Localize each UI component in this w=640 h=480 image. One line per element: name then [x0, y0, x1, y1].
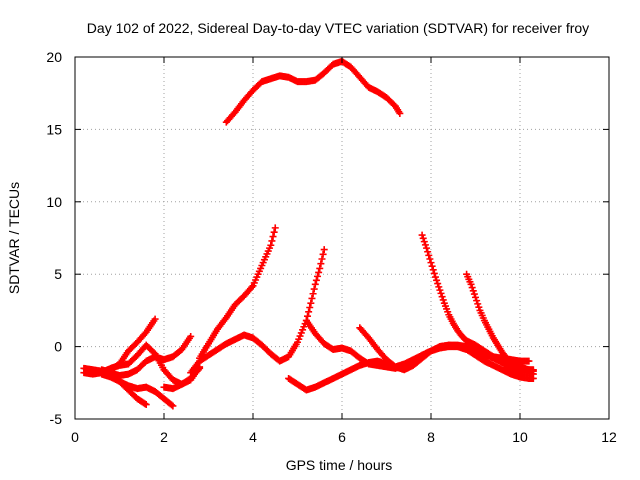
data-point: [475, 303, 483, 311]
data-point: [270, 228, 278, 236]
data-point: [169, 402, 177, 410]
y-tick-label: 15: [46, 121, 62, 137]
axis-ticks: 0 2 4 6 8 10 12 -5 0 5 10 15 20: [46, 49, 617, 445]
series-sat-m: [116, 377, 150, 409]
data-point: [151, 315, 159, 323]
data-point: [472, 293, 479, 301]
data-point: [315, 268, 323, 276]
data-point: [419, 234, 427, 242]
data-point: [268, 237, 276, 245]
series-sat-f: [356, 324, 537, 382]
data-point: [314, 272, 322, 280]
data-point: [304, 312, 312, 320]
series-sat-n: [160, 364, 204, 393]
data-point: [529, 367, 537, 375]
gridlines: [75, 57, 609, 419]
data-point: [271, 224, 279, 232]
x-tick-label: 2: [160, 429, 168, 445]
data-point: [317, 260, 325, 268]
data-point: [320, 246, 328, 254]
data-point: [194, 366, 202, 374]
x-axis-title: GPS time / hours: [286, 457, 393, 473]
data-point: [439, 296, 447, 304]
data-point: [431, 273, 439, 281]
data-point: [312, 276, 320, 284]
data-point: [196, 364, 204, 372]
data-point: [427, 259, 435, 267]
series-sat-b: [196, 224, 279, 362]
data-point: [429, 266, 437, 274]
data-point: [418, 231, 426, 239]
data-point: [421, 241, 429, 249]
x-tick-label: 12: [601, 429, 617, 445]
series-sat-h: [463, 270, 537, 375]
data-point: [248, 283, 256, 291]
data-point: [316, 264, 324, 272]
data-point: [428, 262, 436, 270]
y-tick-label: 5: [54, 266, 62, 282]
y-tick-label: -5: [50, 411, 63, 427]
data-point: [424, 248, 432, 256]
y-tick-label: 10: [46, 194, 62, 210]
data-point: [319, 250, 327, 258]
data-point: [467, 280, 475, 288]
data-point: [437, 289, 445, 297]
data-point: [168, 401, 176, 409]
data-point: [267, 241, 275, 249]
data-point: [425, 251, 433, 259]
data-point: [187, 332, 195, 340]
data-point: [142, 401, 150, 409]
data-point: [470, 290, 478, 298]
data-point: [473, 297, 481, 305]
x-tick-label: 4: [249, 429, 257, 445]
y-tick-label: 20: [46, 49, 62, 65]
data-point: [308, 294, 316, 302]
y-tick-label: 0: [54, 339, 62, 355]
x-tick-label: 6: [338, 429, 346, 445]
data-point: [426, 255, 434, 263]
y-axis-title: SDTVAR / TECUs: [6, 182, 22, 294]
data-point: [269, 233, 277, 241]
data-point: [430, 269, 438, 277]
data-point: [474, 300, 482, 308]
data-point: [310, 285, 318, 293]
x-tick-label: 0: [71, 429, 79, 445]
data-points: [80, 57, 537, 410]
data-point: [318, 255, 326, 263]
data-point: [311, 280, 319, 288]
data-point: [469, 287, 477, 295]
data-point: [433, 276, 441, 284]
chart-title: Day 102 of 2022, Sidereal Day-to-day VTE…: [87, 20, 589, 36]
data-point: [468, 284, 476, 292]
data-point: [307, 299, 315, 307]
data-point: [436, 286, 444, 294]
data-point: [423, 244, 431, 252]
data-point: [525, 357, 533, 365]
data-point: [309, 290, 317, 298]
data-point: [420, 238, 428, 246]
data-point: [435, 283, 443, 291]
series-sat-a: [222, 57, 404, 126]
data-point: [305, 308, 313, 316]
x-tick-label: 10: [512, 429, 528, 445]
data-point: [141, 400, 149, 408]
data-point: [438, 293, 446, 301]
data-point: [306, 304, 314, 312]
x-tick-label: 8: [427, 429, 435, 445]
data-point: [396, 109, 404, 117]
data-point: [434, 280, 442, 288]
